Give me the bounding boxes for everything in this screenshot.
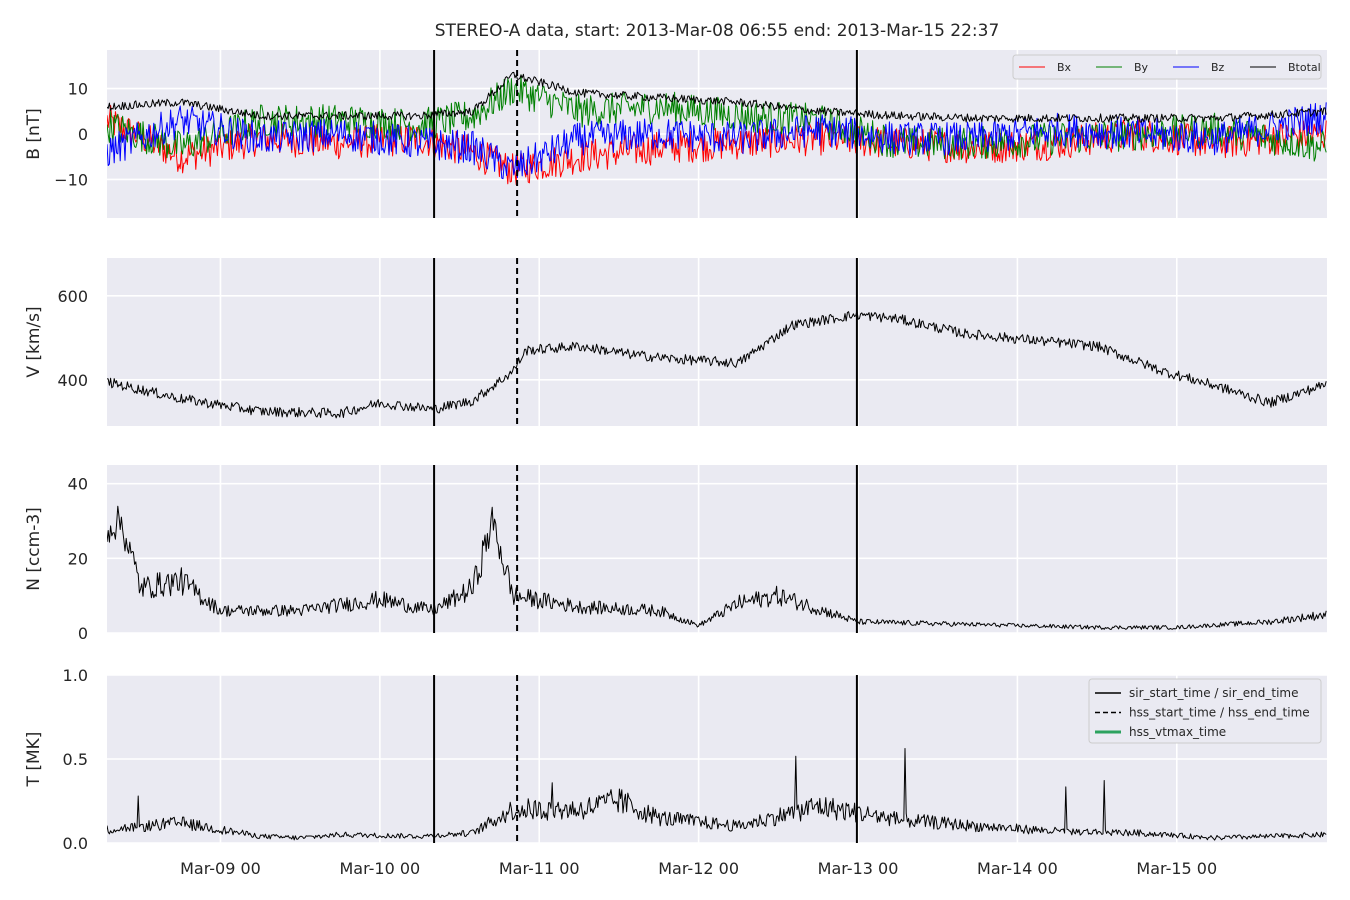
x-tick-label: Mar-14 00 [977,859,1058,878]
y-tick-label: 0.5 [63,750,88,769]
series-group-t [107,748,1327,841]
panel-b: −10 0 10 B [nT] Bx By Bz Btotal [24,50,1327,218]
y-tick-label: 600 [57,287,88,306]
y-tick-label: 40 [68,475,88,494]
panel-t: 0.0 0.5 1.0 T [MK] sir_start_time / sir_end_… [24,666,1327,853]
series-line-n [107,505,1327,630]
panel-n: 0 20 40 N [ccm-3] [24,465,1327,643]
chart-title: STEREO-A data, start: 2013-Mar-08 06:55 … [435,21,1000,41]
y-tick-label: 0 [78,125,88,144]
panel-v: 400 600 V [km/s] [24,258,1327,426]
x-tick-label: Mar-15 00 [1136,859,1217,878]
series-line-bz [107,102,1327,180]
y-tick-label: 0 [78,624,88,643]
plot-area-v [107,258,1327,426]
x-tick-label: Mar-10 00 [339,859,420,878]
series-group-b [107,71,1327,186]
plot-area-n [107,465,1327,633]
legend-t [1088,678,1322,744]
y-axis-label-v: V [km/s] [24,306,44,377]
legend-b [1012,54,1322,80]
series-group-n [107,505,1327,630]
y-tick-label: 0.0 [63,834,88,853]
legend-label: Bz [1211,61,1225,74]
y-tick-label: 10 [68,80,88,99]
x-tick-label: Mar-11 00 [499,859,580,878]
legend-label: Btotal [1288,61,1321,74]
series-line-t [107,748,1327,841]
series-line-btotal [107,71,1327,123]
series-line-bx [107,105,1327,186]
legend-label: hss_vtmax_time [1129,725,1226,739]
y-tick-label: 400 [57,371,88,390]
x-tick-label: Mar-12 00 [658,859,739,878]
x-tick-label: Mar-13 00 [818,859,899,878]
series-group-v [107,309,1327,419]
legend-label: sir_start_time / sir_end_time [1129,686,1299,700]
series-line-v [107,309,1327,419]
x-axis: Mar-09 00 Mar-10 00 Mar-11 00 Mar-12 00 Mar-… [180,859,1217,878]
legend-label: hss_start_time / hss_end_time [1129,706,1310,720]
y-axis-label-n: N [ccm-3] [24,507,44,591]
y-axis-label-t: T [MK] [24,732,44,788]
legend-label: By [1134,61,1149,74]
y-tick-label: 20 [68,549,88,568]
y-tick-label: 1.0 [63,666,88,685]
x-tick-label: Mar-09 00 [180,859,261,878]
y-axis-label-b: B [nT] [24,108,44,160]
legend-label: Bx [1057,61,1072,74]
y-tick-label: −10 [54,170,88,189]
panels: −10 0 10 B [nT] Bx By Bz Btotal 400 600 V [km/s] 0 2… [24,50,1327,853]
